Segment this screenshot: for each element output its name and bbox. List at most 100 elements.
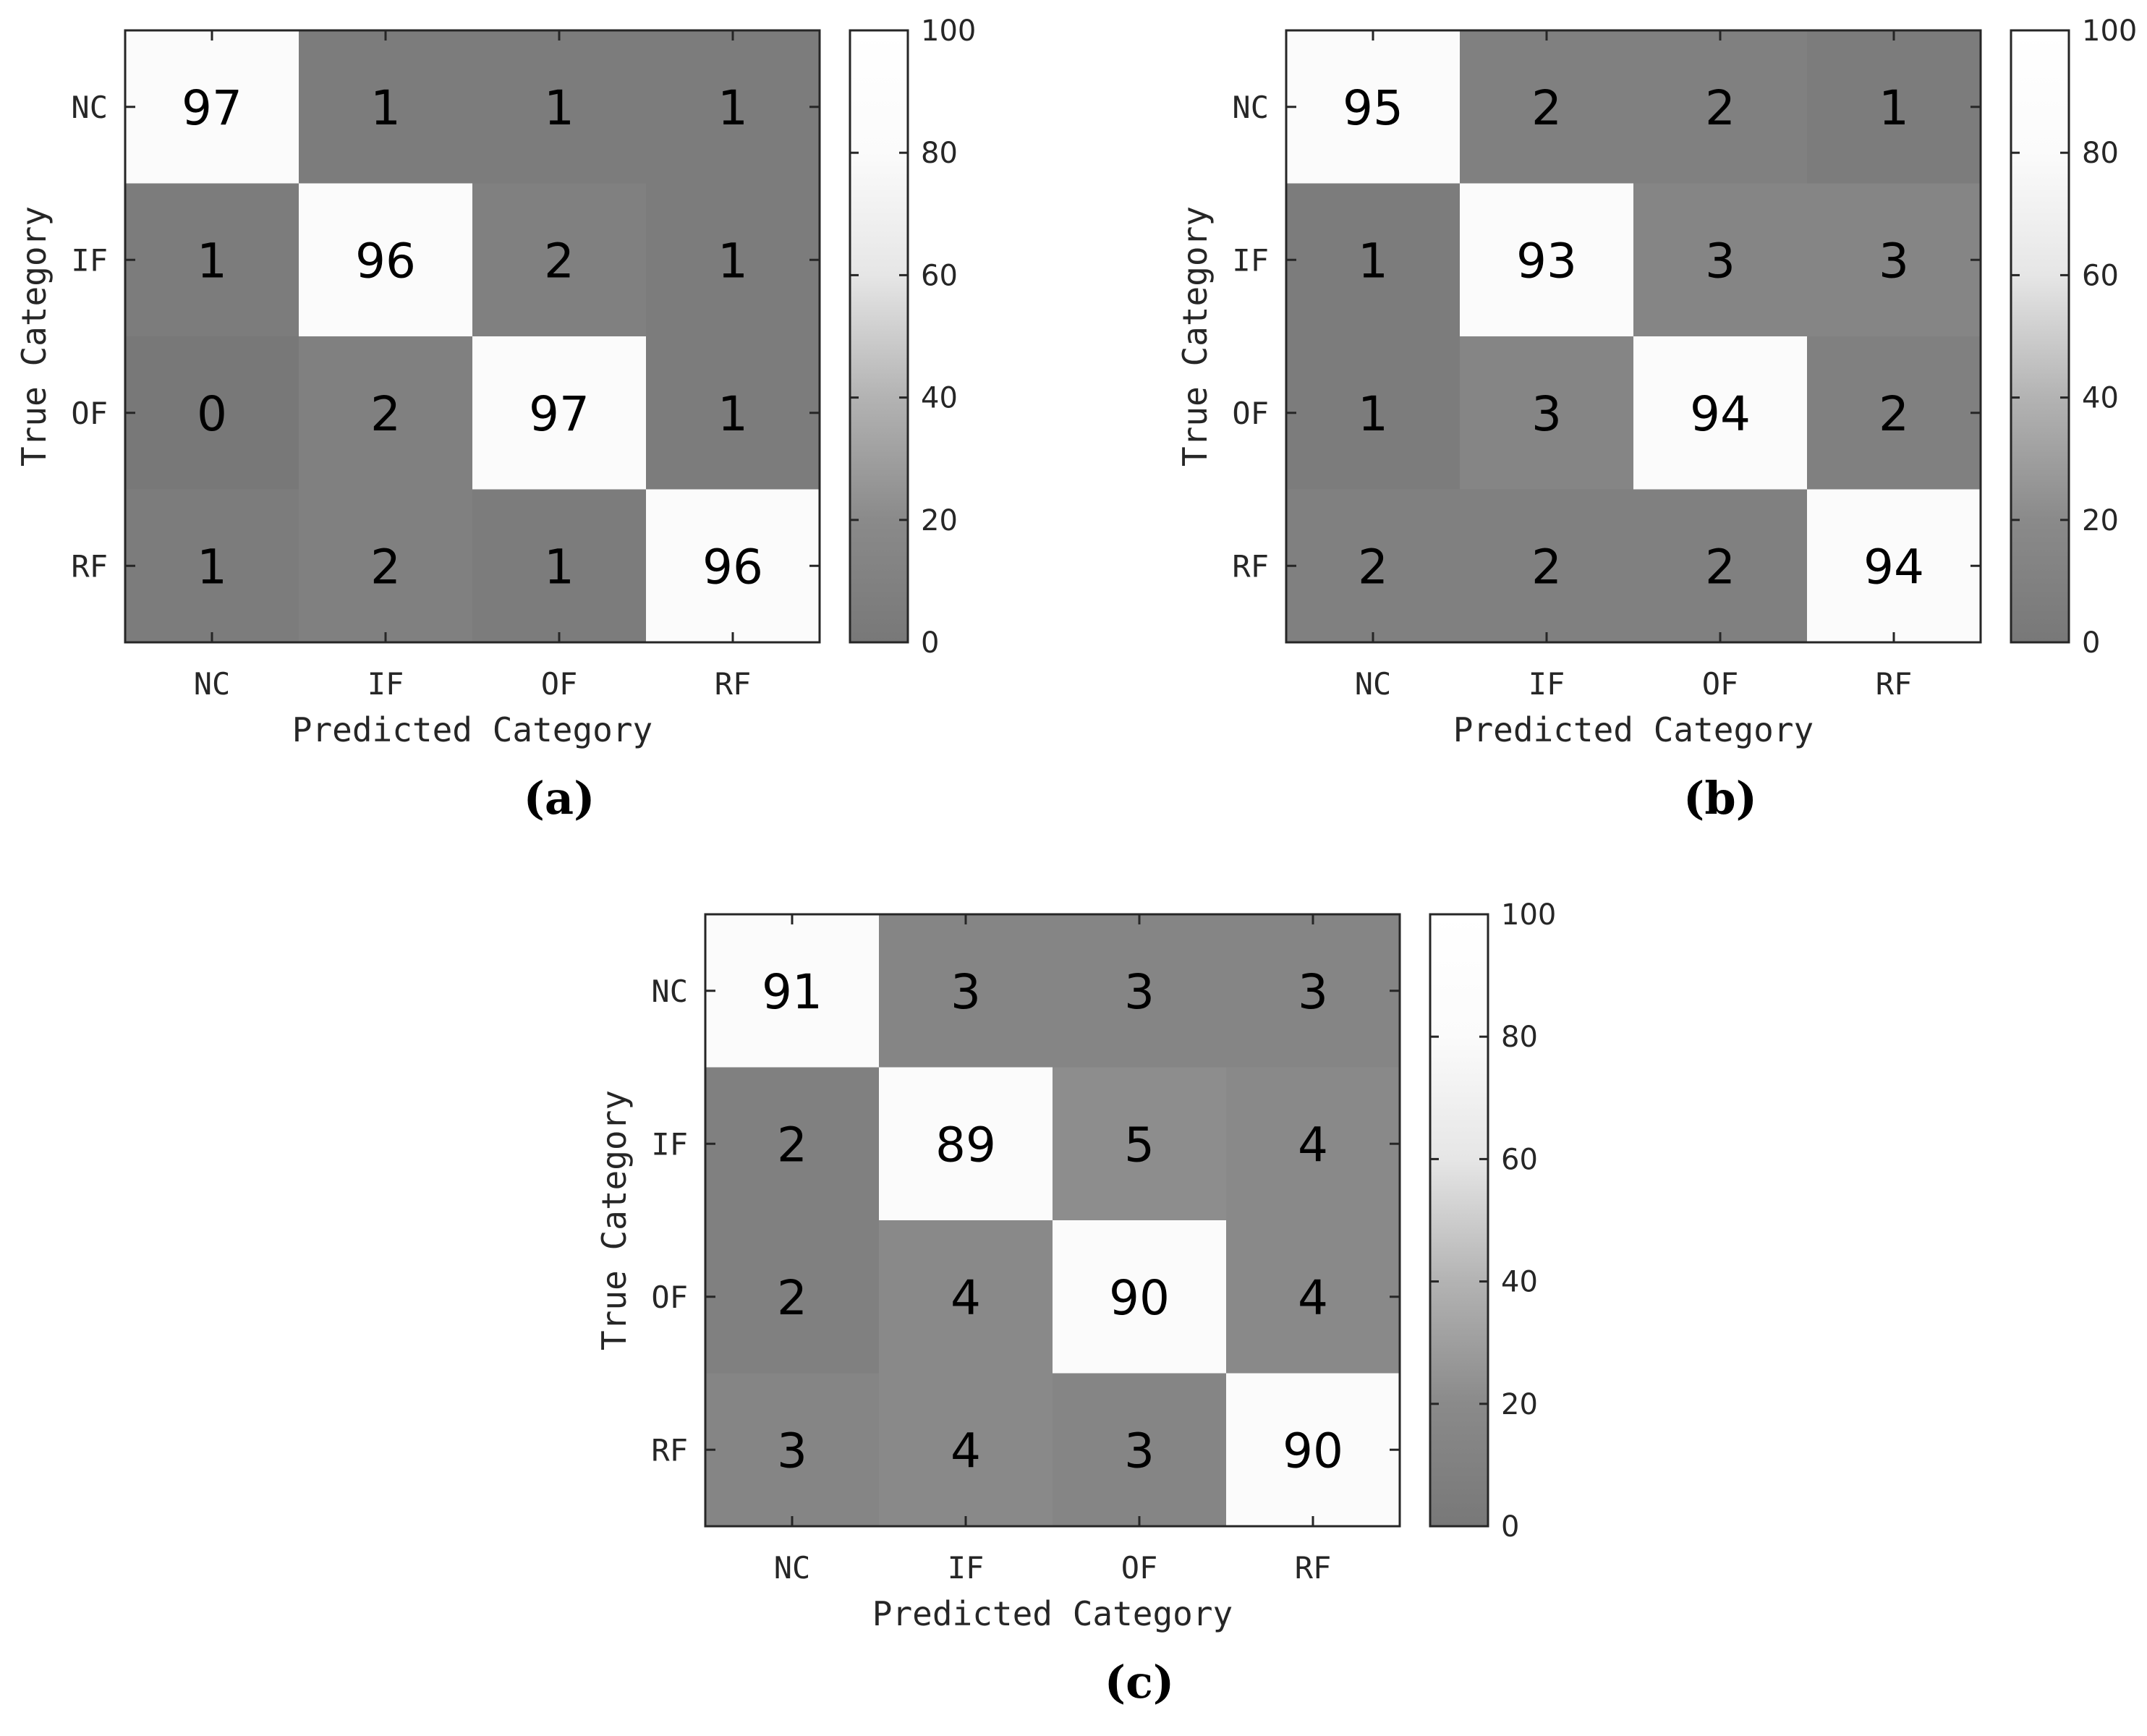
y-tick-label-1: IF <box>1232 242 1269 278</box>
colorbar-tick-label-1: 20 <box>921 504 958 537</box>
colorbar <box>1429 913 1489 1528</box>
cell-r2-c0 <box>705 1220 880 1374</box>
x-tick-label-0: NC <box>194 666 231 702</box>
y-tick-label-1: IF <box>71 242 108 278</box>
x-axis-label: Predicted Category <box>292 710 653 749</box>
axes-frame <box>1285 29 1982 644</box>
y-tick-label-3: RF <box>1232 548 1269 584</box>
cell-value-r2-c2: 94 <box>1690 386 1751 442</box>
cell-value-r3-c1: 2 <box>370 539 401 595</box>
cell-value-r1-c0: 1 <box>1358 233 1388 289</box>
y-tick-label-2: OF <box>1232 396 1269 431</box>
x-tick-label-2: OF <box>1702 666 1739 702</box>
cell-r1-c0 <box>705 1067 880 1221</box>
cell-r1-c1 <box>879 1067 1053 1221</box>
cell-value-r0-c3: 1 <box>718 80 748 136</box>
cell-r3-c2 <box>1053 1373 1227 1527</box>
y-tick-label-0: NC <box>71 90 108 125</box>
cell-value-r0-c2: 1 <box>544 80 574 136</box>
panel-1: 95 2 2 1 1 93 3 3 1 3 94 2 2 2 2 94 NC IF OF RF NC IF OF RF Pred… <box>1175 14 2137 825</box>
cell-value-r0-c0: 91 <box>762 964 822 1020</box>
cell-value-r2-c3: 2 <box>1879 386 1909 442</box>
x-tick-label-3: RF <box>715 666 752 702</box>
cell-r0-c0 <box>125 30 299 184</box>
cell-r3-c0 <box>125 489 299 643</box>
cell-value-r3-c2: 2 <box>1705 539 1735 595</box>
cell-value-r1-c3: 1 <box>718 233 748 289</box>
cell-value-r2-c2: 97 <box>529 386 590 442</box>
cell-value-r1-c0: 1 <box>197 233 227 289</box>
colorbar-tick-label-0: 0 <box>1501 1510 1519 1544</box>
cell-value-r2-c3: 4 <box>1298 1270 1328 1326</box>
cell-r1-c2 <box>472 183 647 337</box>
cell-value-r2-c0: 1 <box>1358 386 1388 442</box>
cell-r0-c3 <box>1807 30 1981 184</box>
cell-value-r0-c1: 1 <box>370 80 401 136</box>
x-tick-label-2: OF <box>541 666 578 702</box>
cell-value-r0-c2: 2 <box>1705 80 1735 136</box>
x-tick-label-1: IF <box>948 1550 985 1586</box>
cell-value-r0-c3: 3 <box>1298 964 1328 1020</box>
y-axis-label: True Category <box>595 1090 634 1350</box>
cell-value-r1-c1: 96 <box>355 233 416 289</box>
panel-0: 97 1 1 1 1 96 2 1 0 2 97 1 1 2 1 96 NC IF OF RF NC IF OF RF Pred… <box>14 14 976 825</box>
cell-value-r2-c2: 90 <box>1109 1270 1170 1326</box>
cell-r3-c1 <box>299 489 473 643</box>
cell-r0-c3 <box>1226 914 1400 1068</box>
cell-r1-c3 <box>1807 183 1981 337</box>
cell-value-r3-c1: 2 <box>1531 539 1562 595</box>
cell-value-r3-c3: 94 <box>1863 539 1924 595</box>
x-axis-label: Predicted Category <box>1453 710 1814 749</box>
x-tick-label-0: NC <box>1355 666 1392 702</box>
cell-value-r1-c3: 4 <box>1298 1117 1328 1173</box>
cell-r0-c3 <box>646 30 820 184</box>
cell-value-r2-c1: 2 <box>370 386 401 442</box>
cell-value-r3-c3: 96 <box>702 539 763 595</box>
cell-r0-c2 <box>472 30 647 184</box>
colorbar-tick-label-4: 80 <box>921 137 958 170</box>
cell-value-r1-c2: 5 <box>1124 1117 1155 1173</box>
panel-2: 91 3 3 3 2 89 5 4 2 4 90 4 3 4 3 90 NC IF OF RF NC IF OF RF Pred… <box>595 898 1556 1709</box>
cell-r2-c3 <box>1226 1220 1400 1374</box>
cell-value-r2-c3: 1 <box>718 386 748 442</box>
cell-r3-c2 <box>472 489 647 643</box>
cell-value-r3-c0: 1 <box>197 539 227 595</box>
cell-value-r1-c3: 3 <box>1879 233 1909 289</box>
cell-r3-c3 <box>646 489 820 643</box>
colorbar-tick-label-1: 20 <box>2082 504 2119 537</box>
cell-value-r1-c2: 2 <box>544 233 574 289</box>
cell-r0-c0 <box>1286 30 1461 184</box>
cell-r3-c0 <box>1286 489 1461 643</box>
cell-r1-c1 <box>1460 183 1634 337</box>
cell-r0-c1 <box>1460 30 1634 184</box>
cell-r2-c0 <box>1286 336 1461 490</box>
colorbar-tick-label-2: 40 <box>1501 1266 1538 1299</box>
colorbar-tick-label-0: 0 <box>2082 626 2100 660</box>
cell-value-r3-c2: 1 <box>544 539 574 595</box>
cell-r3-c3 <box>1807 489 1981 643</box>
cell-r1-c0 <box>125 183 299 337</box>
colorbar-tick-label-3: 60 <box>921 259 958 292</box>
cell-r3-c1 <box>1460 489 1634 643</box>
cell-r2-c1 <box>299 336 473 490</box>
cell-r0-c0 <box>705 914 880 1068</box>
colorbar <box>849 29 909 644</box>
cell-r0-c2 <box>1053 914 1227 1068</box>
cell-r3-c1 <box>879 1373 1053 1527</box>
cell-value-r2-c0: 0 <box>197 386 227 442</box>
colorbar-tick-label-3: 60 <box>1501 1143 1538 1176</box>
axes-frame <box>704 913 1401 1528</box>
cell-r0-c2 <box>1633 30 1808 184</box>
cell-value-r0-c2: 3 <box>1124 964 1155 1020</box>
cell-r2-c1 <box>879 1220 1053 1374</box>
cell-value-r1-c0: 2 <box>777 1117 807 1173</box>
x-tick-label-3: RF <box>1295 1550 1332 1586</box>
cell-value-r2-c1: 3 <box>1531 386 1562 442</box>
cell-r2-c1 <box>1460 336 1634 490</box>
cell-value-r0-c1: 2 <box>1531 80 1562 136</box>
y-tick-label-2: OF <box>651 1280 688 1315</box>
cell-r2-c3 <box>1807 336 1981 490</box>
cell-r0-c1 <box>879 914 1053 1068</box>
colorbar-tick-label-0: 0 <box>921 626 939 660</box>
